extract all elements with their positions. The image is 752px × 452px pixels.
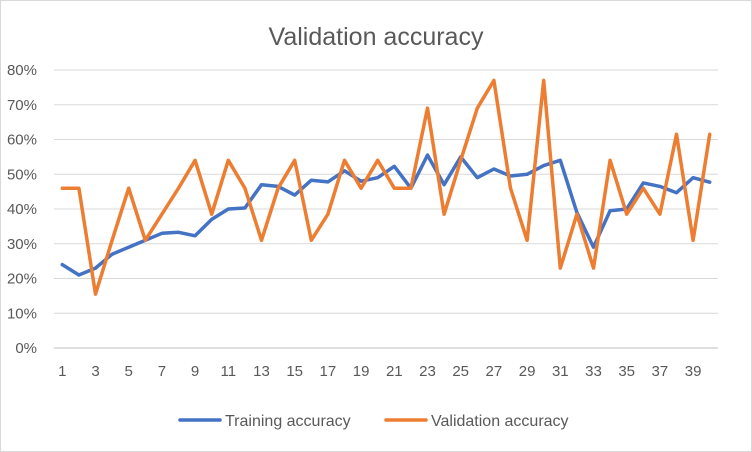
series-line-validation [60,78,712,296]
x-tick-label: 11 [221,363,237,380]
x-tick-label: 35 [618,363,635,380]
y-tick-label: 30% [7,236,37,253]
y-tick-label: 20% [7,271,37,288]
x-tick-label: 29 [519,363,536,380]
x-tick-label: 25 [452,363,469,380]
y-tick-label: 10% [7,305,37,322]
x-tick-label: 1 [58,363,66,380]
legend: Training accuracy Validation accuracy [178,413,569,430]
x-axis-ticks: 1 3 5 7 9 11 13 15 17 19 21 23 25 27 29 31 33 35 37 39 [58,363,701,380]
x-tick-label: 33 [585,363,602,380]
x-tick-label: 3 [91,363,99,380]
x-tick-label: 39 [685,363,702,380]
legend-item: Validation accuracy [384,413,569,430]
x-tick-label: 27 [486,363,503,380]
y-tick-label: 0% [15,340,37,357]
y-tick-label: 80% [7,62,37,79]
x-tick-label: 31 [552,363,569,380]
y-tick-label: 70% [7,97,37,114]
y-axis-ticks: 0% 10% 20% 30% 40% 50% 60% 70% 80% [7,62,37,357]
chart-title: Validation accuracy [269,23,484,51]
x-tick-label: 7 [158,363,166,380]
x-tick-label: 21 [386,363,403,380]
x-tick-label: 13 [253,363,270,380]
x-tick-label: 9 [191,363,199,380]
x-tick-label: 17 [320,363,337,380]
series-lines [60,78,712,296]
x-tick-label: 5 [125,363,133,380]
x-tick-label: 37 [652,363,669,380]
y-tick-label: 40% [7,201,37,218]
x-tick-label: 19 [353,363,370,380]
y-tick-label: 60% [7,132,37,149]
legend-label: Training accuracy [225,413,351,430]
legend-item: Training accuracy [178,413,351,430]
x-tick-label: 23 [419,363,436,380]
x-tick-label: 15 [286,363,303,380]
legend-label: Validation accuracy [431,413,569,430]
y-tick-label: 50% [7,166,37,183]
